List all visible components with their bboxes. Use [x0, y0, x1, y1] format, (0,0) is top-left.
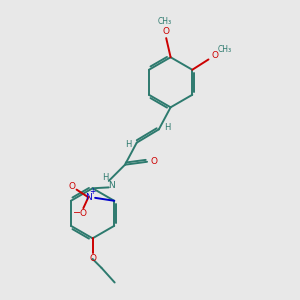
- Text: O: O: [89, 254, 96, 263]
- Text: O: O: [150, 157, 157, 166]
- Text: −: −: [73, 208, 81, 218]
- Text: H: H: [102, 173, 108, 182]
- Text: O: O: [163, 27, 170, 36]
- Text: +: +: [89, 188, 95, 196]
- Text: CH₃: CH₃: [218, 45, 232, 54]
- Text: H: H: [125, 140, 132, 148]
- Text: CH₃: CH₃: [158, 16, 172, 26]
- Text: O: O: [212, 50, 218, 59]
- Text: N: N: [108, 181, 115, 190]
- Text: O: O: [80, 209, 87, 218]
- Text: O: O: [69, 182, 76, 191]
- Text: N: N: [85, 193, 92, 202]
- Text: H: H: [164, 123, 170, 132]
